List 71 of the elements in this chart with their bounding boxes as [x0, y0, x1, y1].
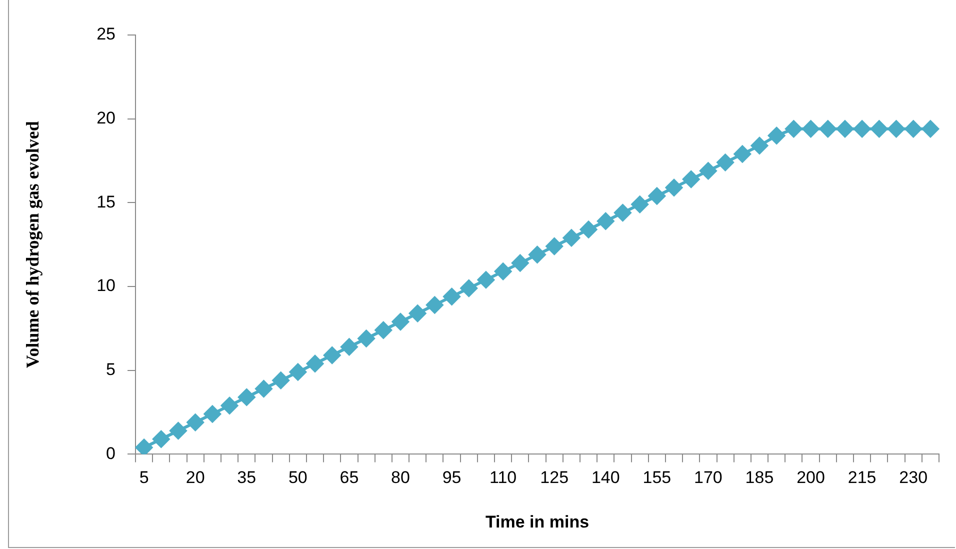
- point: [528, 246, 546, 264]
- point: [700, 162, 717, 180]
- x-tick-label: 50: [288, 468, 308, 488]
- point: [170, 422, 187, 440]
- point: [562, 229, 580, 246]
- point: [289, 364, 306, 381]
- point: [238, 388, 256, 406]
- point: [922, 120, 939, 138]
- point: [888, 120, 905, 138]
- x-tick-label: 215: [848, 468, 876, 488]
- point: [682, 170, 700, 188]
- point: [836, 120, 854, 138]
- y-tick-label: 5: [106, 360, 116, 380]
- point: [512, 254, 529, 272]
- x-tick-label: 80: [391, 468, 410, 488]
- point: [802, 120, 820, 138]
- point: [324, 346, 341, 364]
- point: [870, 120, 888, 138]
- point: [614, 204, 632, 222]
- x-tick-label: 95: [442, 468, 462, 488]
- point: [255, 380, 272, 398]
- point: [374, 322, 392, 339]
- x-tick-label: 5: [139, 468, 149, 488]
- point: [204, 405, 221, 422]
- x-tick-label: 140: [591, 468, 620, 488]
- point: [494, 262, 512, 280]
- point: [477, 271, 494, 288]
- point: [854, 120, 871, 138]
- point: [426, 296, 444, 314]
- x-tick-label: 110: [490, 468, 517, 488]
- point: [392, 313, 409, 330]
- point: [136, 438, 153, 454]
- point: [785, 120, 802, 138]
- point: [152, 430, 170, 448]
- x-axis-title: Time in mins: [485, 512, 590, 532]
- x-tick-label: 230: [899, 468, 928, 488]
- y-tick-label: 25: [96, 24, 116, 44]
- x-tick-label: 125: [540, 468, 569, 488]
- point: [580, 221, 598, 238]
- point: [340, 338, 358, 356]
- point: [546, 238, 563, 255]
- point: [666, 179, 683, 196]
- point: [443, 288, 460, 306]
- point: [716, 154, 734, 171]
- y-tick-label: 0: [106, 444, 116, 463]
- x-tick-label: 170: [694, 468, 722, 488]
- x-tick-label: 20: [186, 468, 205, 488]
- y-axis-title: Volume of hydrogen gas evolved: [22, 121, 42, 368]
- x-tick-label: 65: [340, 468, 359, 488]
- point: [819, 120, 836, 138]
- x-tick-label: 35: [237, 468, 256, 488]
- point: [904, 120, 922, 138]
- point: [734, 146, 751, 163]
- point: [768, 127, 786, 144]
- x-tick-label: 155: [642, 468, 672, 488]
- point: [272, 372, 290, 389]
- y-tick-label: 10: [96, 276, 116, 296]
- point: [221, 397, 238, 414]
- point: [460, 280, 478, 297]
- y-tick-label: 20: [96, 108, 116, 128]
- point: [597, 212, 614, 230]
- point: [409, 304, 426, 322]
- x-tick-label: 200: [796, 468, 825, 488]
- y-tick-label: 15: [96, 192, 116, 212]
- point: [186, 414, 204, 431]
- point: [750, 137, 768, 154]
- x-tick-label: 185: [745, 468, 774, 488]
- point: [358, 330, 375, 347]
- point: [306, 355, 324, 372]
- point: [648, 187, 666, 204]
- point: [631, 196, 648, 213]
